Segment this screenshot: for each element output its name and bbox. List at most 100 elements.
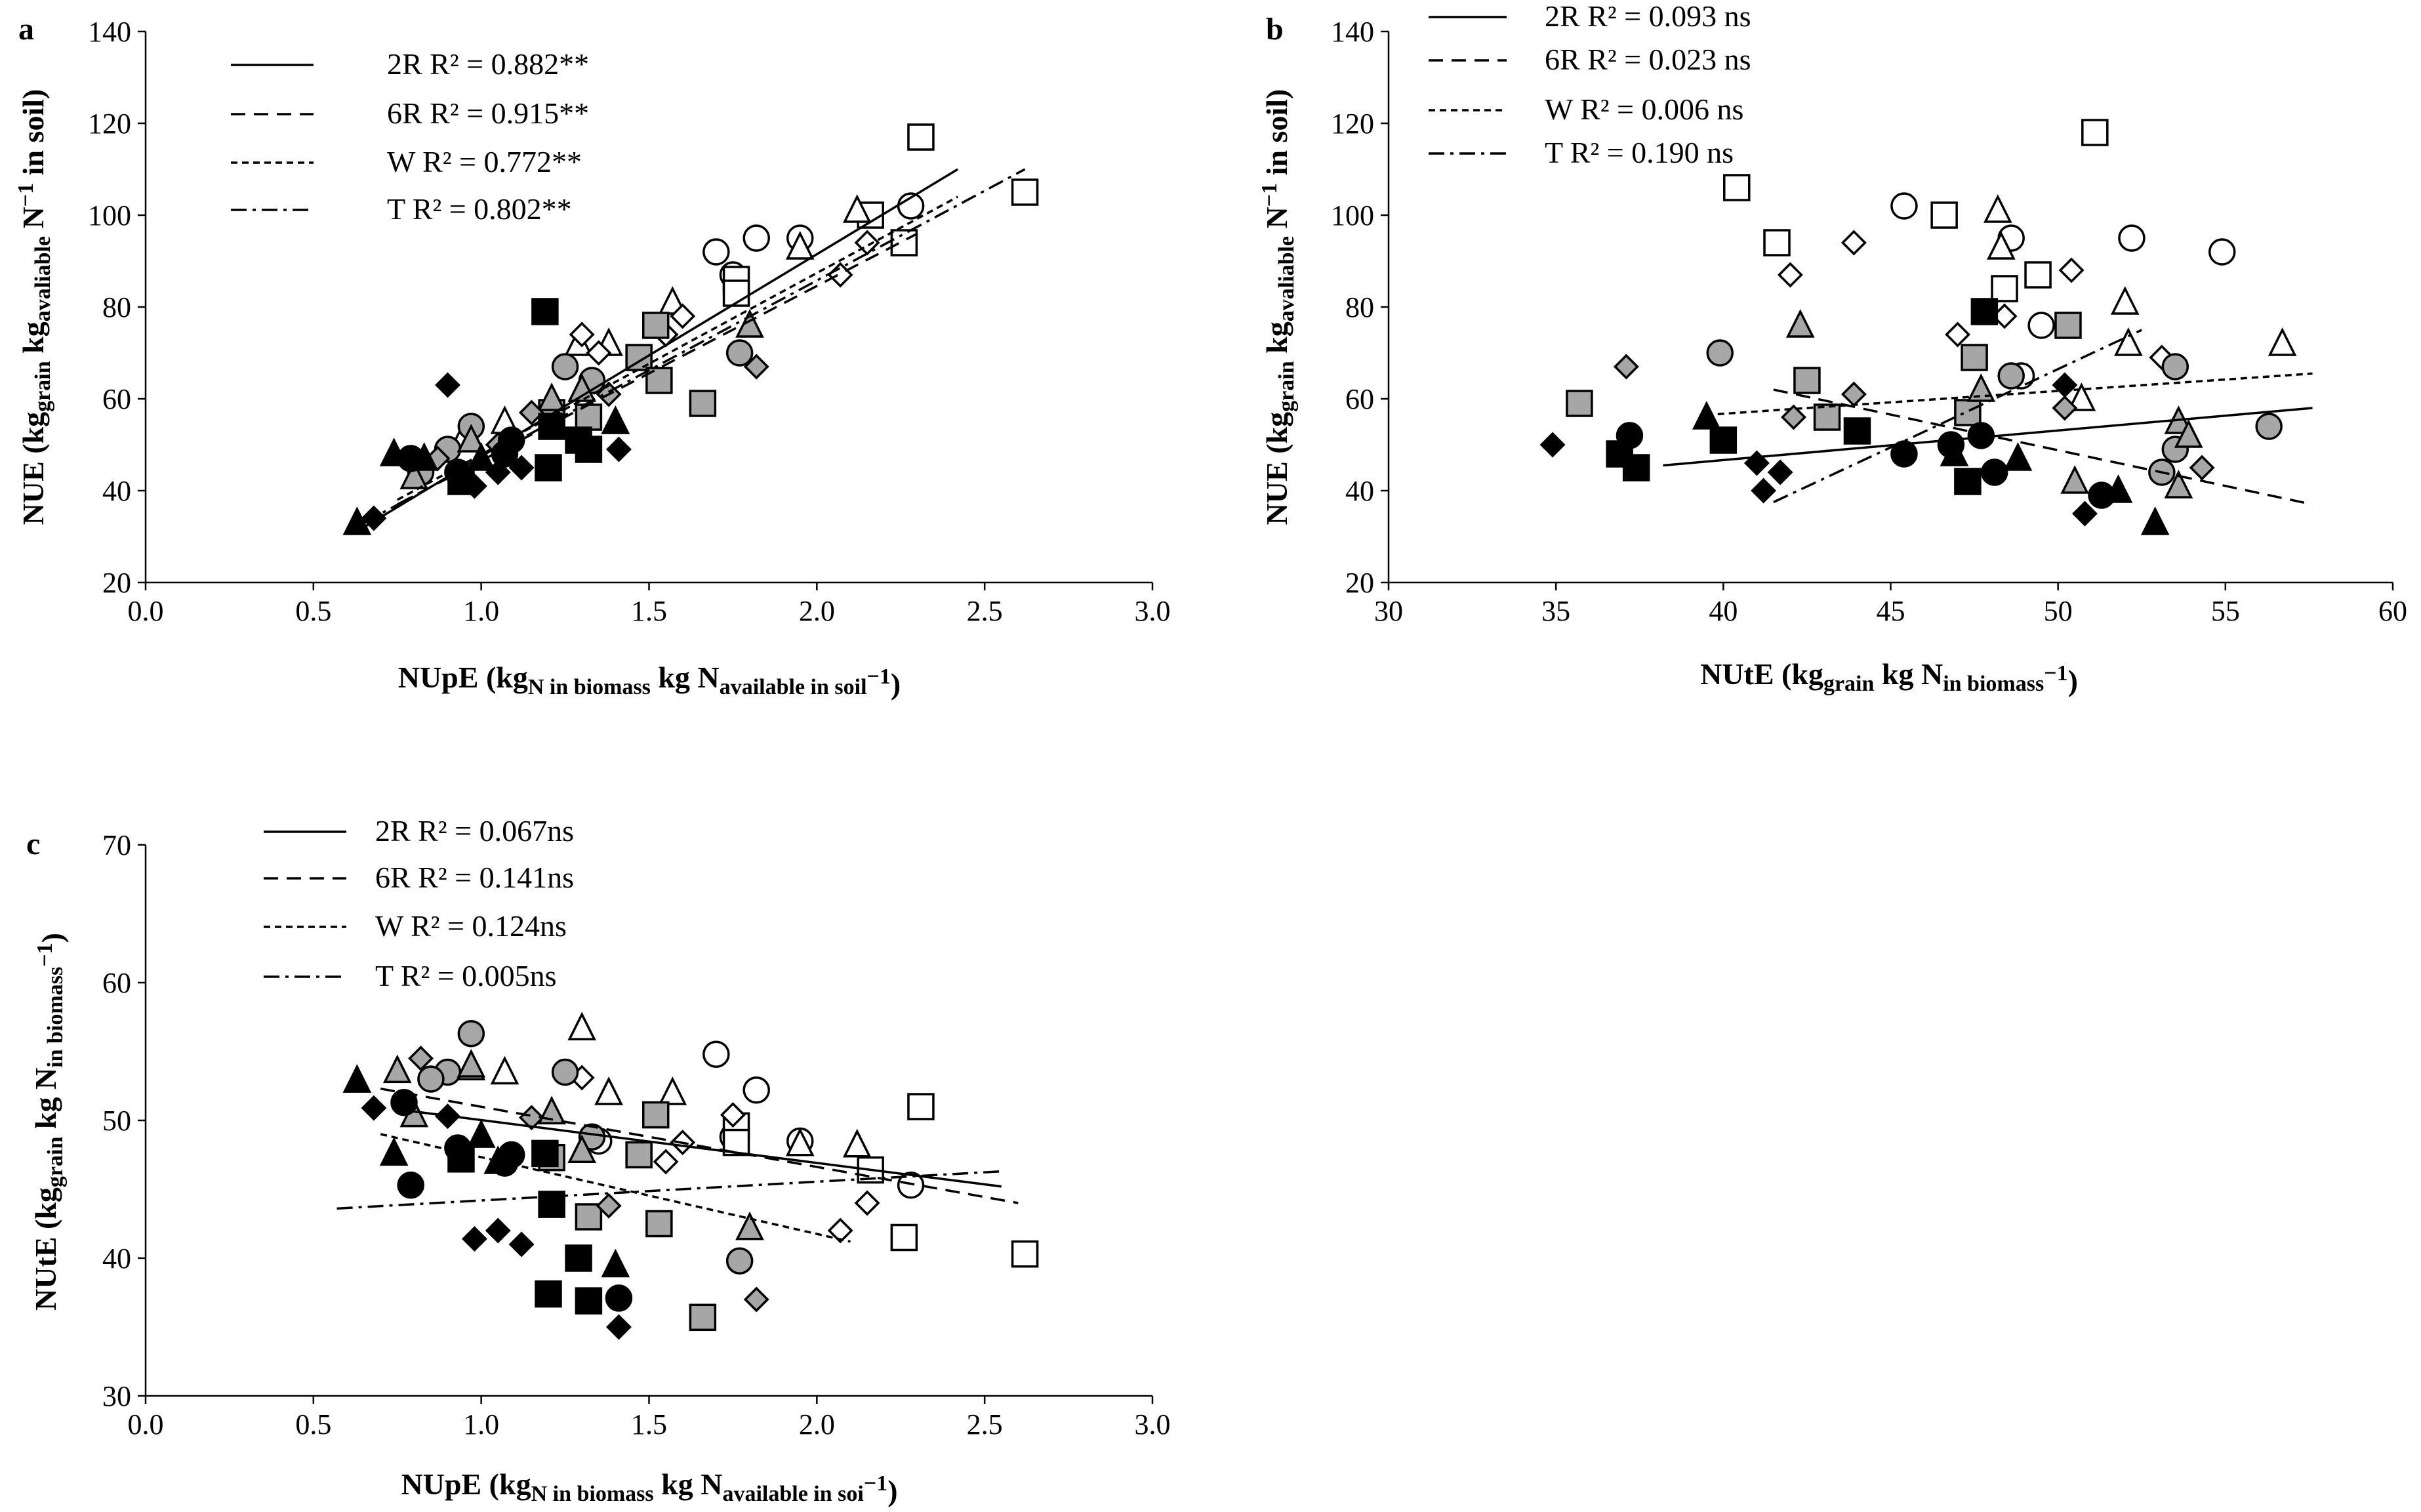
data-point bbox=[382, 1054, 412, 1084]
data-point bbox=[1011, 178, 1039, 206]
trendline-2r bbox=[363, 168, 959, 529]
data-point bbox=[1566, 390, 1593, 417]
trendline-w bbox=[1706, 372, 2313, 417]
x-tick-label: 2.5 bbox=[967, 1408, 1003, 1440]
data-point bbox=[641, 1101, 670, 1129]
data-point bbox=[575, 1287, 603, 1315]
data-point bbox=[551, 353, 579, 380]
data-point bbox=[535, 1280, 562, 1308]
legend-entry: 2R R² = 0.882** bbox=[387, 47, 589, 81]
data-point bbox=[485, 459, 511, 485]
data-point bbox=[531, 298, 559, 325]
y-tick-label: 140 bbox=[1331, 16, 1374, 48]
y-tick-label: 40 bbox=[102, 475, 131, 507]
x-tick-label: 1.0 bbox=[463, 595, 499, 627]
data-point bbox=[1841, 230, 1867, 256]
trendline-2r bbox=[397, 1108, 1002, 1188]
data-point bbox=[1954, 399, 1982, 426]
y-axis-label: NUtE (kggrain kg Nin biomass−1) bbox=[29, 933, 69, 1311]
panel-label: c bbox=[26, 827, 40, 861]
data-point bbox=[722, 1128, 750, 1156]
data-point bbox=[605, 1314, 632, 1340]
data-point bbox=[575, 1203, 603, 1231]
trendline-t bbox=[1773, 329, 2142, 504]
data-point bbox=[379, 1137, 409, 1166]
trendline-6r bbox=[380, 1087, 1019, 1204]
data-point bbox=[508, 1231, 535, 1257]
data-point bbox=[743, 1286, 769, 1313]
data-point bbox=[2118, 224, 2146, 252]
data-point bbox=[586, 340, 612, 366]
data-point bbox=[399, 460, 429, 489]
data-point bbox=[702, 238, 730, 266]
data-point bbox=[1954, 468, 1982, 495]
x-tick-label: 1.5 bbox=[631, 595, 667, 627]
data-point bbox=[827, 1217, 853, 1244]
x-tick-label: 1.5 bbox=[631, 1408, 667, 1440]
data-point bbox=[725, 1247, 754, 1275]
data-point bbox=[689, 390, 717, 417]
data-point bbox=[1961, 344, 1988, 371]
y-tick-label: 60 bbox=[102, 383, 131, 415]
x-tick-label: 2.5 bbox=[967, 595, 1003, 627]
data-point bbox=[490, 1055, 519, 1085]
data-point bbox=[1722, 174, 1751, 201]
data-point bbox=[531, 1139, 559, 1168]
data-point bbox=[2027, 312, 2055, 339]
data-point bbox=[702, 1040, 730, 1068]
data-point bbox=[670, 303, 696, 329]
data-point bbox=[2140, 506, 2170, 535]
legend-entry: T R² = 0.190 ns bbox=[1545, 136, 1734, 169]
panel-label: b bbox=[1266, 12, 1284, 47]
data-point bbox=[1692, 401, 1721, 430]
x-tick-label: 55 bbox=[2211, 595, 2240, 627]
data-point bbox=[2058, 257, 2085, 283]
data-point bbox=[1777, 262, 1803, 288]
data-point bbox=[842, 194, 872, 223]
legend-entry: T R² = 0.802** bbox=[387, 192, 572, 226]
data-point bbox=[1793, 367, 1821, 394]
data-point bbox=[1970, 298, 1999, 325]
data-point bbox=[435, 372, 460, 398]
data-point bbox=[461, 473, 487, 499]
y-tick-label: 60 bbox=[1345, 383, 1374, 415]
data-point bbox=[361, 1095, 387, 1121]
y-tick-label: 50 bbox=[102, 1105, 131, 1137]
data-point bbox=[842, 1128, 872, 1158]
data-point bbox=[743, 224, 770, 252]
data-point bbox=[2164, 470, 2193, 499]
panel-a: a 0.0 0.5 1.0 1.5 2.0 2.5 3.0 20 40 60 80 100 120 140 N… bbox=[14, 12, 1171, 701]
data-point bbox=[457, 424, 486, 453]
data-point bbox=[2114, 327, 2143, 356]
y-tick-label: 20 bbox=[102, 567, 131, 599]
data-point bbox=[537, 1095, 566, 1125]
x-tick-label: 3.0 bbox=[1135, 595, 1171, 627]
data-point bbox=[417, 1065, 445, 1093]
x-tick-label: 2.0 bbox=[799, 1408, 835, 1440]
data-point bbox=[518, 399, 544, 426]
legend-entry: 2R R² = 0.067ns bbox=[375, 814, 574, 848]
y-tick-label: 40 bbox=[102, 1242, 131, 1275]
x-tick-label: 3.0 bbox=[1135, 1408, 1171, 1440]
legend-entry: W R² = 0.772** bbox=[387, 145, 582, 178]
trendline-t bbox=[363, 168, 1026, 524]
x-tick-label: 40 bbox=[1709, 595, 1738, 627]
data-point bbox=[2003, 442, 2033, 471]
data-point bbox=[658, 1076, 687, 1105]
data-point bbox=[2054, 312, 2082, 339]
data-point bbox=[2268, 327, 2297, 356]
trendline-w bbox=[396, 195, 959, 501]
data-point bbox=[2060, 465, 2090, 494]
data-point bbox=[1966, 373, 1996, 402]
data-point bbox=[2081, 119, 2109, 146]
x-tick-label: 0.5 bbox=[295, 595, 331, 627]
x-axis-label: NUpE (kgN in biomass kg Navailable in so… bbox=[398, 661, 901, 701]
data-point bbox=[1751, 478, 1777, 504]
panel-c: c 0.0 0.5 1.0 1.5 2.0 2.5 3.0 30 40 50 60 70 NUpE (kg… bbox=[26, 814, 1171, 1507]
data-point bbox=[890, 229, 918, 256]
legend-entry: T R² = 0.005ns bbox=[375, 959, 557, 992]
x-tick-label: 45 bbox=[1877, 595, 1905, 627]
data-point bbox=[1997, 362, 2025, 390]
data-point bbox=[1983, 194, 2012, 223]
